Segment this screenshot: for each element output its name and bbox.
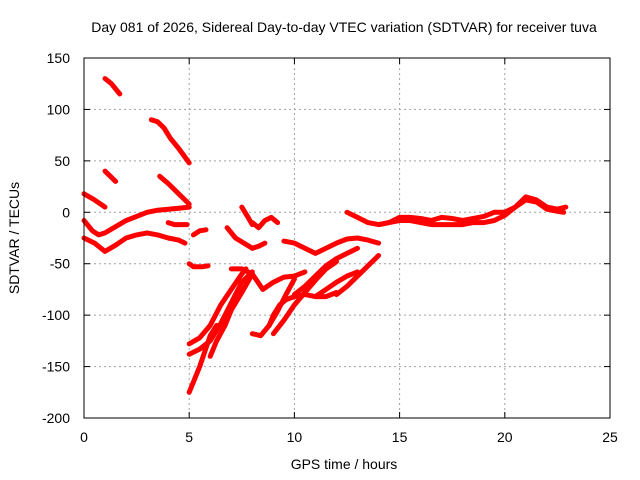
x-tick-labels: 0 5 10 15 20 25	[80, 429, 618, 445]
series-line-arc-26	[312, 269, 360, 300]
chart-title: Day 081 of 2026, Sidereal Day-to-day VTE…	[91, 19, 597, 35]
series-line-arc-15	[224, 225, 255, 251]
x-tick-label: 25	[602, 429, 618, 445]
series-line-arc-6	[148, 117, 192, 166]
series-line-arc-9	[186, 261, 211, 270]
x-tick-label: 15	[392, 429, 408, 445]
series-line-arc-18	[249, 214, 281, 231]
series-line-arc-11	[186, 322, 220, 395]
series-line-arc-3	[81, 191, 108, 210]
series-line-arc-5	[102, 168, 119, 184]
y-tick-label: 0	[62, 204, 70, 220]
series-line-arc-2	[81, 230, 188, 254]
series-line-arc-14	[207, 271, 255, 359]
grid	[84, 58, 610, 418]
series-group	[81, 76, 569, 395]
series-line-arc-12	[186, 266, 249, 347]
y-tick-labels: -200 -150 -100 -50 0 50 100 150	[42, 50, 70, 426]
series-line-arc-25	[334, 253, 382, 298]
ticks	[83, 57, 611, 419]
series-line-arc-4	[102, 76, 123, 97]
x-axis-label: GPS time / hours	[291, 456, 398, 472]
y-tick-label: 100	[47, 101, 71, 117]
series-line-arc-16	[228, 266, 308, 292]
x-tick-label: 0	[80, 429, 88, 445]
y-tick-label: 50	[54, 153, 70, 169]
series-line-arc-23	[281, 235, 382, 256]
series-line-arc-28	[376, 197, 567, 228]
y-tick-label: -50	[50, 256, 70, 272]
x-tick-label: 10	[287, 429, 303, 445]
y-tick-label: 150	[47, 50, 71, 66]
series-line-arc-10	[190, 227, 209, 238]
x-tick-label: 20	[497, 429, 513, 445]
series-line-arc-13	[186, 269, 255, 357]
series-line-arc-8	[165, 220, 190, 228]
x-tick-label: 5	[185, 429, 193, 445]
plot-frame	[83, 57, 611, 419]
series-line-arc-1	[81, 204, 192, 238]
y-tick-label: -200	[42, 410, 70, 426]
y-tick-label: -100	[42, 307, 70, 323]
y-tick-label: -150	[42, 359, 70, 375]
y-axis-label: SDTVAR / TECUs	[6, 182, 22, 294]
series-line-arc-19	[249, 240, 268, 251]
series-line-arc-24	[291, 245, 360, 298]
series-line-arc-7	[157, 173, 192, 207]
